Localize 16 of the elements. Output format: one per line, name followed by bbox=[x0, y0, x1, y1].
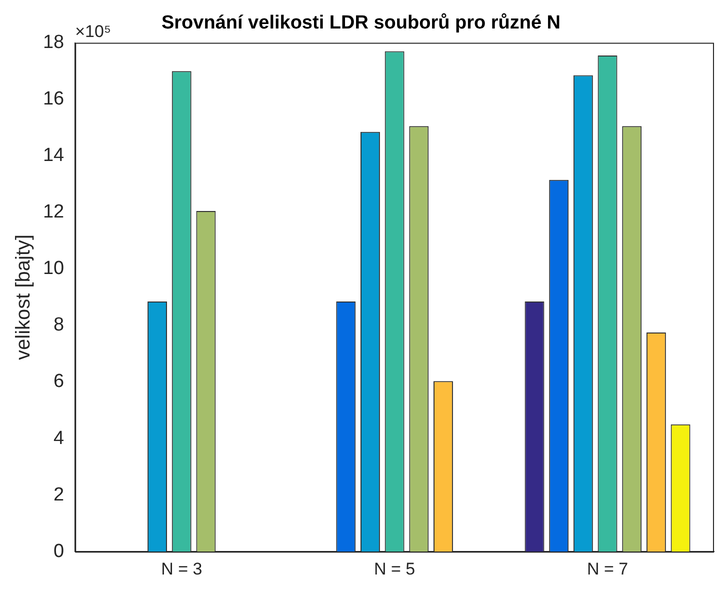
y-tick-label: 6 bbox=[54, 371, 64, 392]
x-tick-label: N = 7 bbox=[586, 559, 628, 578]
y-tick-label: 0 bbox=[54, 540, 64, 562]
chart-title: Srovnání velikosti LDR souborů pro různé N bbox=[161, 12, 561, 34]
y-tick-label: 14 bbox=[42, 145, 65, 166]
x-tick-label: N = 3 bbox=[161, 559, 202, 578]
y-tick-label: 18 bbox=[42, 32, 64, 54]
text: ×10⁵ bbox=[75, 22, 112, 41]
x-tick-label: N = 5 bbox=[374, 559, 416, 578]
y-tick-label: 4 bbox=[54, 428, 65, 449]
y-tick-label: 16 bbox=[42, 88, 64, 110]
y-tick-label: 8 bbox=[54, 314, 64, 336]
y-tick-label: 10 bbox=[42, 258, 64, 280]
y-axis-title: velikost [bajty] bbox=[12, 234, 35, 360]
y-tick-label: 2 bbox=[54, 484, 64, 506]
y-tick-label: 12 bbox=[42, 202, 64, 223]
